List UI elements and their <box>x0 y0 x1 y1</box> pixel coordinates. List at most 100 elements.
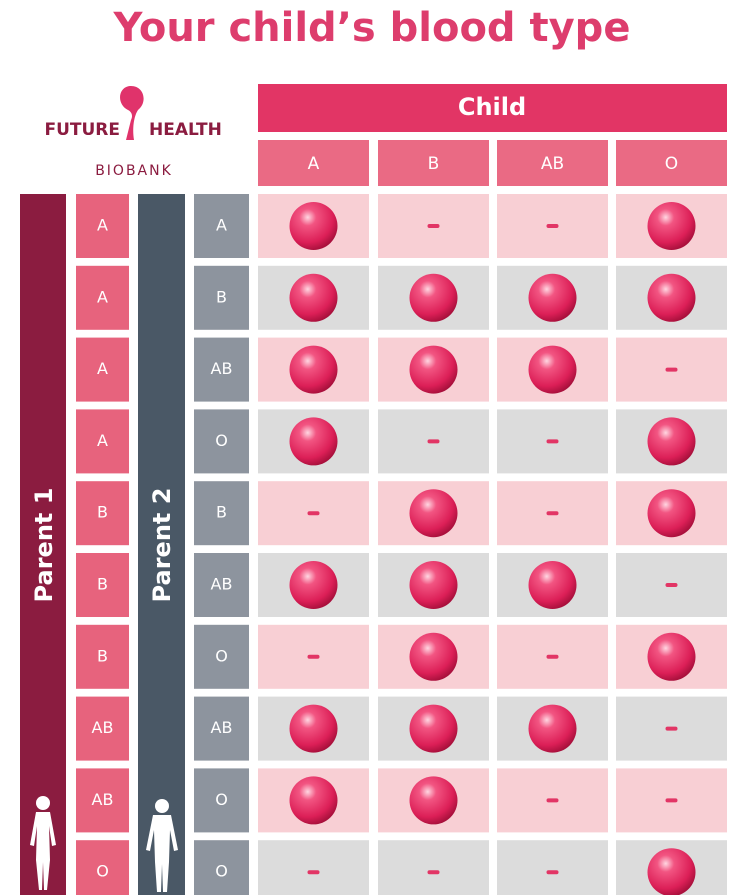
not-possible-marker <box>665 726 678 731</box>
parent1-bar <box>20 194 66 895</box>
possible-marker <box>289 417 338 466</box>
column-header-cell <box>258 140 369 186</box>
column-header: AB <box>541 154 564 174</box>
logo-text: HEALTH <box>149 120 222 140</box>
possible-marker <box>647 848 696 895</box>
parent1-type: AB <box>92 718 114 737</box>
parent1-cell <box>76 840 129 895</box>
logo-subtext: BIOBANK <box>95 163 173 179</box>
possible-marker <box>647 417 696 466</box>
possible-marker <box>409 704 458 753</box>
figure-icon <box>30 796 56 890</box>
not-possible-marker <box>427 439 440 444</box>
parent2-type: B <box>216 287 227 306</box>
title: Your child’s blood type <box>113 5 631 51</box>
table-cell <box>378 840 489 895</box>
possible-marker <box>409 776 458 825</box>
parent2-type: AB <box>211 575 233 594</box>
not-possible-marker <box>427 224 440 228</box>
parent2-cell <box>194 265 249 330</box>
possible-marker <box>647 489 696 538</box>
parent2-cell <box>194 840 249 895</box>
parent2-type: AB <box>211 359 233 378</box>
column-header: O <box>665 154 678 174</box>
possible-marker <box>289 345 338 394</box>
parent2-type: B <box>216 503 227 522</box>
parent1-cell <box>76 194 129 258</box>
column-header: B <box>428 154 440 174</box>
parent1-cell <box>76 409 129 474</box>
logo-drop <box>120 86 144 140</box>
parent1-type: A <box>97 287 108 306</box>
parent1-type: B <box>97 575 108 594</box>
parent1-cell <box>76 265 129 330</box>
table-cell <box>258 840 369 895</box>
not-possible-marker <box>546 654 559 659</box>
parent1-type: A <box>97 216 108 235</box>
parent1-type: B <box>97 646 108 665</box>
parent2-cell <box>194 768 249 833</box>
possible-marker <box>289 704 338 753</box>
not-possible-marker <box>307 654 320 659</box>
possible-marker <box>528 345 577 394</box>
parent1-cell <box>76 624 129 689</box>
possible-marker <box>528 561 577 609</box>
header-bar <box>258 84 727 132</box>
parent2-cell <box>194 337 249 402</box>
possible-marker <box>289 561 338 609</box>
not-possible-marker <box>546 511 559 516</box>
possible-marker <box>289 776 338 825</box>
possible-marker <box>647 632 696 681</box>
possible-marker <box>647 273 696 322</box>
parent1-type: B <box>97 503 108 522</box>
header-text: Child <box>458 93 526 121</box>
not-possible-marker <box>307 870 320 875</box>
possible-marker <box>528 273 577 322</box>
column-header-cell <box>497 140 608 186</box>
parent2-cell <box>194 624 249 689</box>
possible-marker <box>409 273 458 322</box>
parent2-type: O <box>215 790 228 809</box>
parent1-type: A <box>97 431 108 450</box>
parent2-cell <box>194 553 249 617</box>
parent2-label: Parent 2 <box>148 488 176 603</box>
not-possible-marker <box>546 798 559 803</box>
parent1-type: O <box>96 862 109 881</box>
parent1-label: Parent 1 <box>30 488 58 603</box>
possible-marker <box>528 704 577 753</box>
parent2-type: AB <box>211 718 233 737</box>
parent1-cell <box>76 696 129 761</box>
parent1-cell <box>76 481 129 546</box>
not-possible-marker <box>665 798 678 803</box>
parent2-type: A <box>216 216 227 235</box>
parent1-type: A <box>97 359 108 378</box>
possible-marker <box>289 202 338 250</box>
parent1-cell <box>76 553 129 617</box>
parent1-cell <box>76 337 129 402</box>
logo-text: FUTURE <box>44 120 120 140</box>
not-possible-marker <box>665 367 678 372</box>
parent2-type: O <box>215 646 228 665</box>
possible-marker <box>409 489 458 538</box>
table-cell <box>497 840 608 895</box>
not-possible-marker <box>546 439 559 444</box>
not-possible-marker <box>546 870 559 875</box>
possible-marker <box>289 273 338 322</box>
parent2-cell <box>194 481 249 546</box>
not-possible-marker <box>427 870 440 875</box>
parent2-type: O <box>215 862 228 881</box>
column-header-cell <box>616 140 727 186</box>
not-possible-marker <box>665 583 678 587</box>
figure-icon <box>146 799 178 892</box>
parent2-cell <box>194 409 249 474</box>
possible-marker <box>409 561 458 609</box>
possible-marker <box>647 202 696 250</box>
column-header-cell <box>378 140 489 186</box>
parent2-cell <box>194 194 249 258</box>
column-header: A <box>308 154 320 174</box>
parent2-type: O <box>215 431 228 450</box>
parent2-cell <box>194 696 249 761</box>
not-possible-marker <box>307 511 320 516</box>
